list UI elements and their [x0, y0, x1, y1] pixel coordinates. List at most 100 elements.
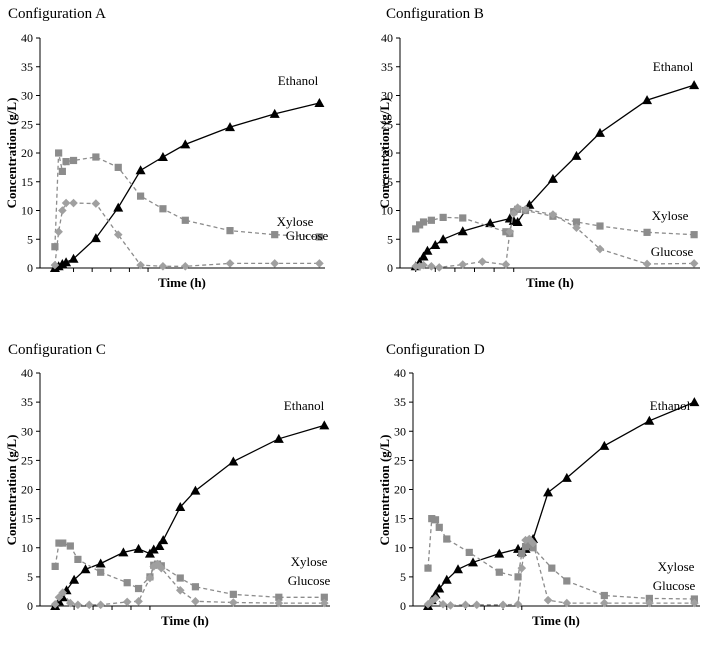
xylose-label: Xylose [652, 208, 689, 223]
y-tick-label: 25 [381, 117, 393, 131]
y-tick-label: 15 [21, 512, 33, 526]
series-ethanol: Ethanol [49, 73, 325, 272]
glucose-point [517, 563, 527, 573]
xylose-point [136, 192, 145, 200]
ethanol-label: Ethanol [284, 398, 325, 413]
y-tick-label: 10 [394, 541, 406, 555]
y-axis-title: Concentration (g/L) [4, 435, 19, 546]
xylose-point [66, 542, 74, 550]
glucose-point [175, 585, 185, 595]
glucose-point [149, 562, 159, 571]
glucose-point [438, 599, 448, 609]
glucose-point [461, 600, 470, 610]
y-tick-label: 25 [21, 453, 33, 467]
xylose-label: Xylose [277, 214, 314, 229]
glucose-label: Glucose [653, 578, 696, 593]
glucose-point [472, 600, 482, 610]
series-xylose: Xylose [412, 205, 698, 239]
y-tick-label: 20 [381, 146, 393, 160]
xylose-point [518, 549, 526, 558]
ethanol-point [441, 574, 452, 584]
glucose-point [600, 598, 609, 608]
y-tick-label: 0 [27, 261, 33, 275]
ethanol-point [118, 547, 129, 557]
xylose-point [521, 542, 530, 551]
glucose-point [66, 598, 75, 608]
y-axis-title: Concentration (g/L) [377, 435, 392, 546]
ethanol-point [273, 433, 284, 443]
xylose-point [191, 583, 200, 591]
xylose-point [412, 225, 420, 233]
ethanol-point [485, 218, 496, 228]
xylose-label: Xylose [658, 559, 695, 574]
panel-3: Configuration C 0 5 10 15 20 25 30 35 40 Time (h) C… [4, 342, 331, 628]
xylose-point [548, 564, 556, 572]
xylose-point [563, 577, 571, 585]
series-ethanol: Ethanol [410, 59, 700, 271]
glucose-point [501, 260, 511, 269]
y-tick-label: 15 [394, 512, 406, 526]
glucose-point [434, 263, 444, 272]
glucose-point [431, 594, 440, 603]
chart-title: Configuration B [386, 6, 484, 22]
ethanol-point [319, 420, 330, 430]
xylose-point [181, 216, 189, 224]
glucose-point [690, 598, 699, 608]
glucose-point [419, 260, 428, 270]
y-tick-label: 15 [381, 175, 393, 189]
y-tick-label: 0 [27, 599, 33, 613]
series-xylose: Xylose [51, 149, 324, 251]
xylose-point [97, 568, 105, 576]
xylose-point [643, 228, 651, 236]
glucose-point [645, 598, 654, 608]
ethanol-point [68, 253, 79, 263]
ethanol-point [95, 558, 106, 568]
ethanol-point [154, 541, 165, 551]
y-tick-label: 40 [381, 31, 393, 45]
ethanol-point [90, 233, 101, 243]
y-tick-label: 30 [21, 89, 33, 103]
ethanol-point [689, 397, 700, 407]
y-tick-label: 5 [27, 232, 33, 246]
xylose-point [428, 515, 436, 523]
ethanol-point [644, 415, 655, 425]
glucose-point [191, 597, 200, 606]
chart-title: Configuration D [386, 342, 485, 358]
xylose-point [427, 216, 435, 224]
xylose-point [271, 231, 279, 239]
series-glucose: Glucose [50, 198, 329, 271]
y-tick-label: 10 [21, 541, 33, 555]
ethanol-point [148, 544, 159, 554]
glucose-point [509, 209, 519, 218]
glucose-point [225, 259, 235, 268]
ethanol-point [314, 97, 325, 107]
y-tick-label: 35 [381, 60, 393, 74]
ethanol-point [642, 95, 653, 105]
glucose-point [69, 198, 78, 208]
xylose-point [51, 243, 59, 251]
y-tick-label: 20 [21, 483, 33, 497]
chart-title: Configuration C [8, 342, 106, 358]
xylose-point [55, 149, 63, 157]
ethanol-point [133, 543, 144, 553]
xylose-point [416, 221, 424, 229]
y-tick-label: 0 [400, 599, 406, 613]
ethanol-line [427, 401, 695, 607]
xylose-label: Xylose [291, 554, 328, 569]
xylose-line [54, 152, 320, 247]
ethanol-line [54, 102, 320, 269]
ethanol-point [225, 122, 235, 132]
ethanol-point [175, 501, 186, 511]
xylose-point [645, 594, 653, 603]
glucose-point [180, 261, 190, 271]
glucose-line [54, 563, 325, 606]
xylose-point [572, 218, 581, 226]
glucose-point [274, 598, 284, 608]
ethanol-point [543, 487, 554, 497]
xylose-point [59, 539, 67, 547]
panel-4: Configuration D 0 5 10 15 20 25 30 35 40 Time (h) C… [377, 342, 700, 628]
glucose-point [50, 260, 60, 270]
xylose-point [596, 222, 604, 230]
y-tick-label: 30 [381, 89, 393, 103]
xylose-point [58, 167, 66, 175]
